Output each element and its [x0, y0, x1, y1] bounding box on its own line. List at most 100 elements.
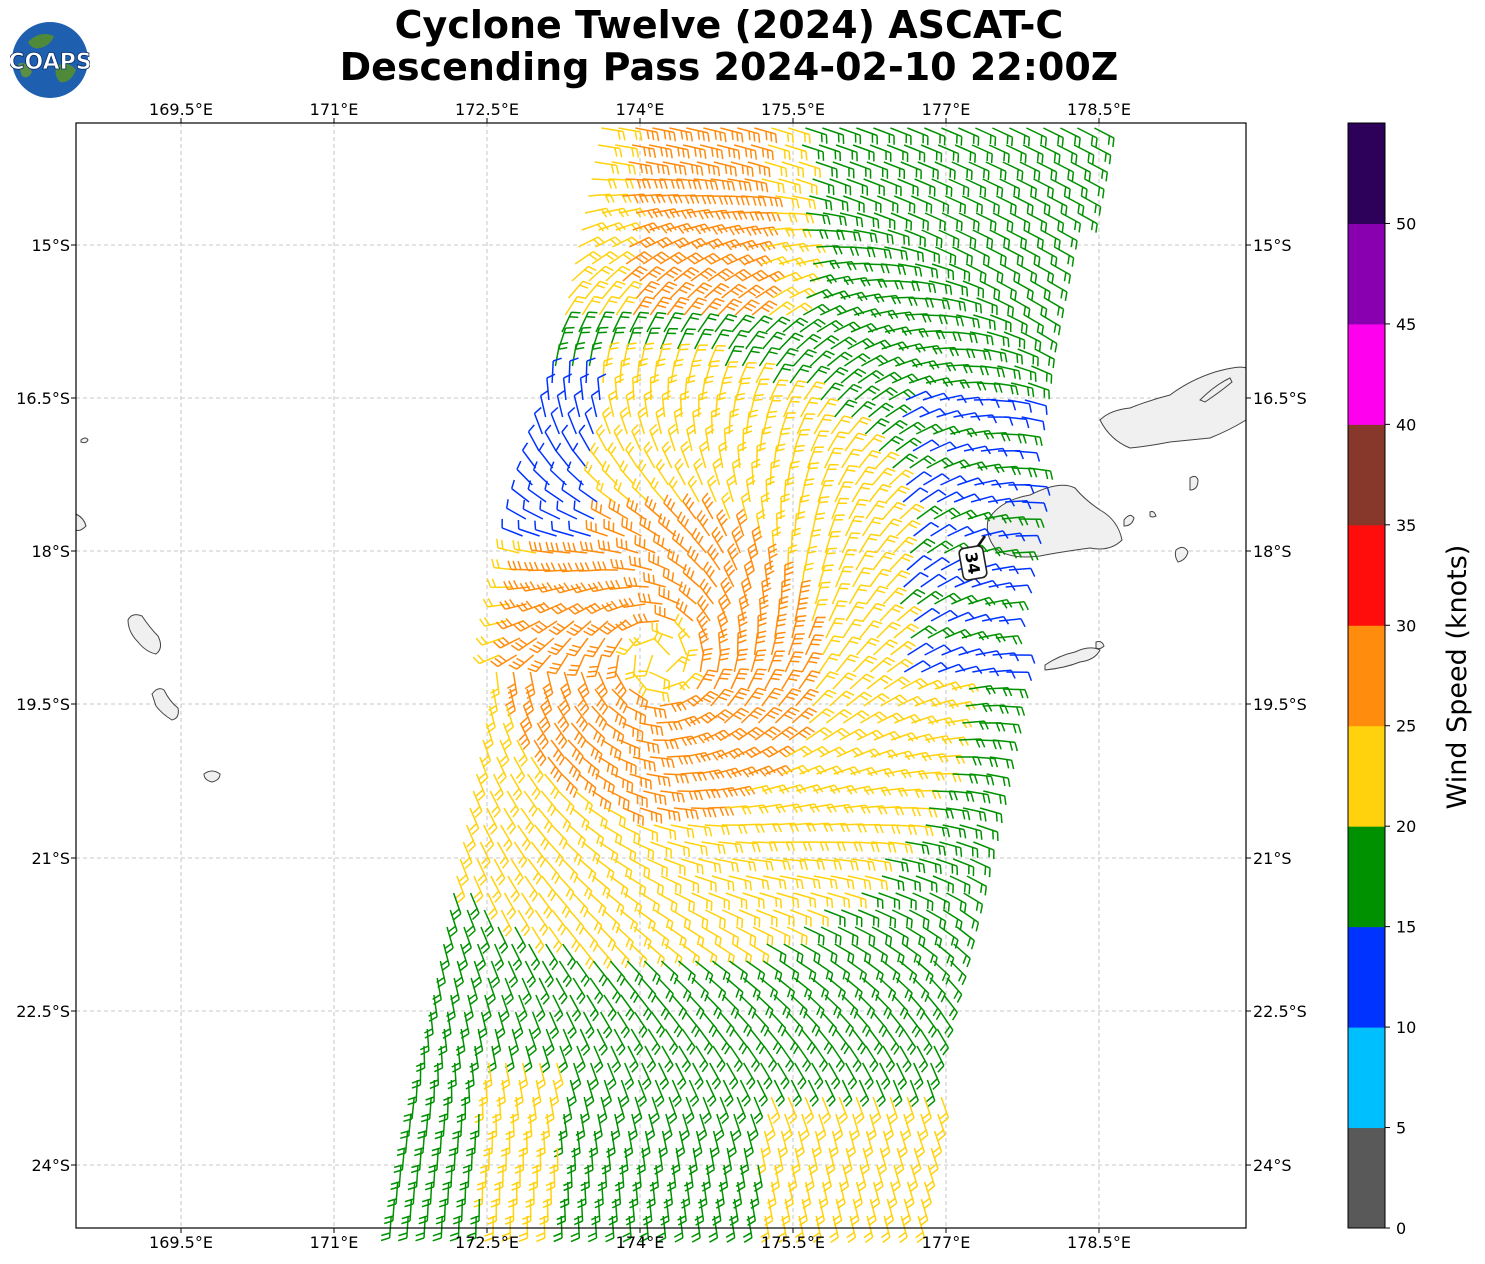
wind-barb [681, 943, 701, 966]
wind-barb [856, 127, 878, 145]
island-small-7 [1149, 511, 1157, 518]
wind-barb [902, 1028, 917, 1056]
wind-barb [967, 429, 995, 440]
wind-barb [696, 161, 721, 177]
wind-barb [727, 254, 756, 266]
wind-barb [912, 439, 940, 452]
wind-barb [666, 755, 694, 765]
wind-barb [973, 314, 996, 331]
wind-barb [728, 408, 740, 435]
wind-barb [674, 892, 696, 912]
island-espiritu [127, 614, 162, 655]
wind-barb [641, 1062, 652, 1090]
wind-barb [829, 690, 855, 707]
wind-barb [714, 238, 742, 251]
wind-barb [520, 892, 535, 920]
wind-barb [835, 565, 854, 588]
island-small-2 [75, 513, 87, 531]
wind-barb [875, 1079, 886, 1108]
wind-barb [649, 222, 677, 234]
wind-barb [701, 492, 714, 520]
wind-barb [696, 510, 711, 537]
wind-barb [822, 212, 847, 227]
wind-barb [687, 282, 713, 299]
wind-barb [660, 790, 685, 803]
wind-barb [687, 359, 702, 384]
wind-barb [711, 960, 731, 984]
wind-barb [714, 313, 738, 333]
wind-barb [964, 613, 993, 623]
wind-barb [581, 221, 609, 232]
wind-barb [755, 285, 782, 299]
wind-barb [597, 539, 622, 554]
wind-barb [734, 746, 762, 759]
wind-barb [778, 178, 802, 195]
wind-barb [802, 745, 830, 758]
wind-barb [661, 1045, 674, 1073]
wind-barb [888, 841, 914, 854]
wind-barb [902, 406, 930, 418]
wind-barb [623, 977, 639, 1004]
wind-barb [534, 909, 549, 937]
wind-barb [570, 722, 587, 749]
wind-barb [731, 766, 759, 778]
wind-barb [882, 587, 907, 605]
wind-barb [652, 532, 673, 554]
wind-barb [631, 144, 657, 159]
wind-barb [888, 311, 916, 322]
wind-barb [878, 892, 901, 910]
wind-barb [810, 430, 830, 452]
wind-barb [552, 994, 564, 1022]
wind-barb [472, 790, 483, 819]
wind-barb [670, 281, 695, 299]
wind-barb [743, 1062, 756, 1090]
wind-barb [792, 803, 820, 813]
colorbar-segment [1348, 725, 1385, 827]
wind-barb [1019, 161, 1041, 181]
wind-barb [569, 994, 582, 1022]
wind-barb [945, 718, 973, 729]
wind-barb [432, 1215, 443, 1242]
wind-barb [830, 875, 855, 890]
wind-barb [538, 705, 551, 733]
wind-barb [608, 250, 636, 265]
wind-barb [470, 1198, 481, 1225]
wind-barb [952, 858, 975, 877]
wind-barb [663, 1181, 674, 1209]
wind-barb [986, 773, 1011, 788]
wind-barb [825, 617, 845, 639]
wind-barb [797, 579, 811, 605]
wind-barb [540, 688, 553, 717]
wind-barb [1006, 671, 1033, 682]
wind-barb [448, 1130, 460, 1157]
wind-barb [680, 1113, 690, 1142]
wind-barb [736, 1096, 747, 1125]
wind-barb [605, 807, 626, 828]
wind-barb [849, 161, 872, 179]
wind-barb [811, 598, 829, 622]
wind-barb [625, 705, 647, 725]
wind-barb [812, 178, 835, 196]
wind-barb [930, 609, 958, 622]
wind-barb [718, 376, 733, 401]
lon-label-bottom: 174°E [616, 1233, 665, 1252]
wind-barb [883, 676, 911, 690]
wind-barb [881, 263, 907, 276]
wind-barb [469, 892, 480, 921]
wind-barb [839, 728, 867, 741]
wind-barb [858, 909, 880, 928]
wind-barb [840, 368, 867, 384]
wind-barb [548, 620, 575, 636]
wind-barb [963, 892, 984, 914]
wind-barb [841, 994, 859, 1019]
wind-barb [562, 541, 588, 554]
wind-barb [830, 415, 853, 435]
lon-label-bottom: 171°E [310, 1233, 359, 1252]
wind-barb [787, 1096, 798, 1125]
wind-barb [782, 317, 809, 333]
wind-barb [499, 598, 527, 610]
wind-barb [927, 626, 955, 639]
wind-barb [697, 313, 720, 333]
wind-barb [425, 1079, 436, 1106]
wind-barb [619, 357, 631, 384]
